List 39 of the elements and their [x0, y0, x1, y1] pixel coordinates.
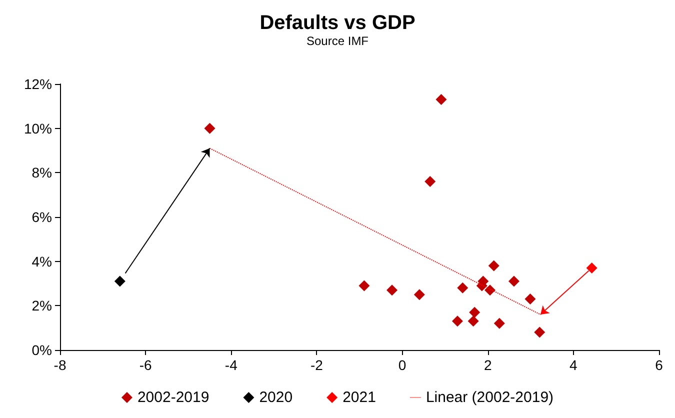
point [468, 316, 479, 327]
point [358, 280, 370, 292]
y-tick-label: 2% [32, 298, 52, 314]
point [386, 284, 398, 296]
x-tick-label: 0 [398, 357, 406, 373]
point [469, 306, 480, 318]
x-tick-label: 6 [655, 357, 664, 373]
x-tick-label: 2 [484, 357, 492, 373]
x-tick-label: -6 [139, 357, 152, 373]
y-tick-label: 12% [24, 76, 52, 92]
point [534, 326, 546, 338]
y-tick-label: 8% [32, 164, 52, 181]
point [452, 316, 463, 327]
point [524, 294, 536, 305]
point [457, 282, 468, 294]
chart-subtitle: Source IMF [306, 34, 369, 48]
point [508, 276, 520, 287]
legend-label: 2020 [259, 389, 293, 406]
y-tick-label: 10% [24, 120, 52, 136]
y-tick-label: 6% [32, 209, 52, 225]
point [436, 94, 447, 106]
point [484, 284, 496, 296]
y-tick-label: 4% [32, 253, 52, 270]
point [494, 318, 505, 329]
point [114, 276, 126, 287]
x-tick-label: -2 [310, 357, 324, 373]
legend-label: 2021 [342, 389, 376, 406]
point [488, 260, 500, 272]
legend-label: 2002-2019 [137, 389, 210, 406]
y-tick-label: 0% [32, 342, 52, 358]
point [424, 176, 436, 188]
legend-label: Linear (2002-2019) [426, 389, 554, 406]
chart-title: Defaults vs GDP [260, 12, 416, 34]
x-tick-label: -4 [224, 357, 238, 373]
point [204, 122, 216, 134]
point [586, 262, 598, 274]
x-tick-label: -8 [54, 357, 66, 373]
x-tick-label: 4 [570, 357, 578, 373]
point [414, 289, 425, 300]
